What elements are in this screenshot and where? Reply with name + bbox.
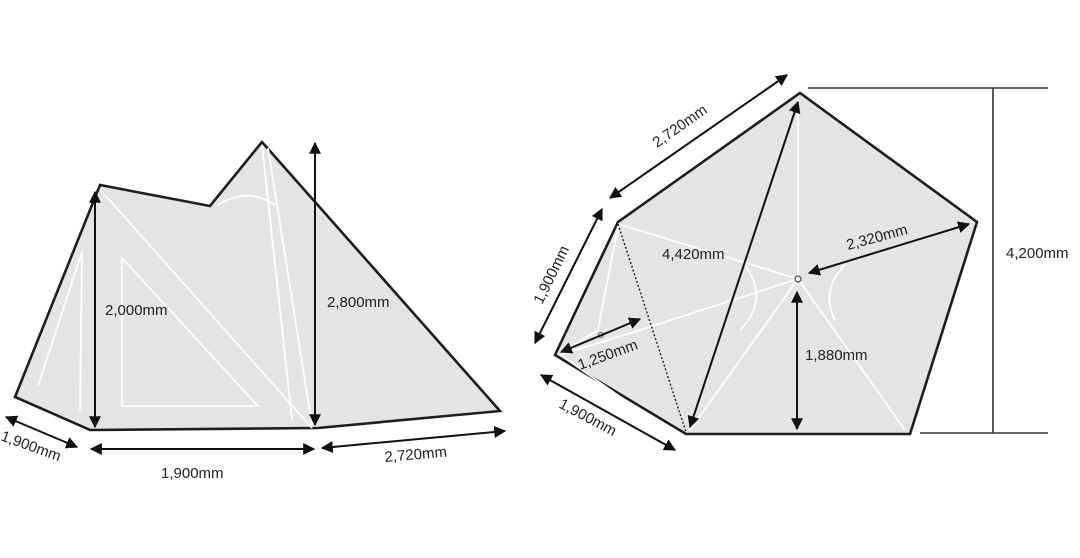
top-edge-arrow: [609, 74, 788, 199]
door-fold-line: [617, 223, 687, 433]
left-edge-arrow: [534, 207, 603, 345]
top-view: 4,420mm 2,320mm 1,880mm 1,250mm 2,720mm …: [530, 74, 1069, 451]
tent-top-outline: [553, 91, 979, 436]
center-to-base-label: 1,880mm: [805, 347, 868, 364]
rear-length-arrow: [320, 426, 507, 453]
diagonal-label: 4,420mm: [662, 246, 725, 263]
peak-height-label: 2,800mm: [327, 294, 390, 311]
rear-length-label: 2,720mm: [384, 444, 448, 466]
side-width-label: 1,900mm: [0, 428, 63, 465]
total-depth-label: 4,200mm: [1006, 245, 1069, 262]
bottom-left-edge-arrow: [539, 374, 677, 451]
radius-arrow: [807, 221, 971, 276]
left-edge-label: 1,900mm: [530, 243, 573, 307]
total-depth-dimension: [808, 87, 1048, 434]
side-width-arrow: [4, 415, 79, 449]
seam-lines: [37, 144, 313, 429]
side-view: 2,000mm 2,800mm 1,900mm 2,720mm 1,900mm: [0, 139, 507, 482]
front-height-label: 2,000mm: [105, 302, 168, 319]
top-edge-label: 2,720mm: [650, 101, 711, 151]
tent-side-outline: [13, 139, 503, 432]
base-length-label: 1,900mm: [161, 465, 224, 482]
